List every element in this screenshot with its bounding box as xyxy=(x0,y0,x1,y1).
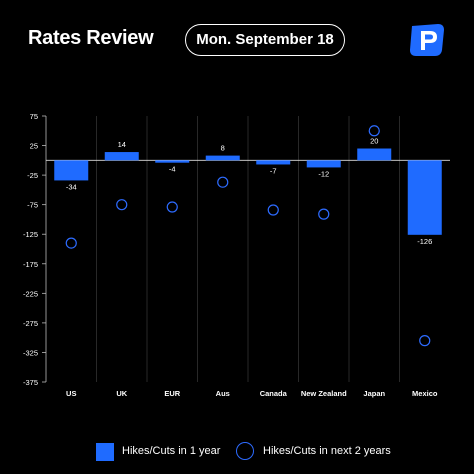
data-label: -34 xyxy=(66,182,77,191)
y-tick-label: -225 xyxy=(23,289,38,298)
y-tick-label: -125 xyxy=(23,230,38,239)
circle-marker xyxy=(419,335,431,347)
data-label: -12 xyxy=(318,169,329,178)
x-tick-label: Japan xyxy=(363,389,385,398)
legend-circle-label: Hikes/Cuts in next 2 years xyxy=(263,445,391,457)
legend-circle-swatch xyxy=(236,442,254,460)
circle-marker xyxy=(166,201,178,213)
y-tick-label: -75 xyxy=(27,201,38,210)
bar xyxy=(357,148,392,161)
rates-chart: 75 25 -25 -75 -125 -175 -225 -275 -325 -375 -34 US 1… xyxy=(23,112,450,398)
x-tick-label: Mexico xyxy=(412,389,438,398)
bar xyxy=(155,160,190,163)
y-tick-label: -175 xyxy=(23,260,38,269)
circle-marker xyxy=(217,176,229,188)
circle-marker xyxy=(318,208,330,220)
x-tick-label: Aus xyxy=(216,389,230,398)
x-tick-label: US xyxy=(66,389,76,398)
data-label: -4 xyxy=(169,165,176,174)
y-tick-label: -375 xyxy=(23,378,38,387)
bar xyxy=(407,160,442,235)
circle-marker xyxy=(65,237,77,249)
bar xyxy=(205,155,240,161)
y-tick-label: -325 xyxy=(23,348,38,357)
x-tick-label: New Zealand xyxy=(301,389,347,398)
bar xyxy=(306,160,341,168)
bar xyxy=(104,152,139,161)
legend-bar-swatch xyxy=(96,443,114,461)
bar xyxy=(54,160,89,181)
circle-marker xyxy=(267,204,279,216)
circle-marker xyxy=(368,125,380,137)
page-title: Rates Review xyxy=(28,27,154,49)
data-label: 20 xyxy=(370,137,378,146)
x-tick-label: Canada xyxy=(260,389,288,398)
date-badge: Mon. September 18 xyxy=(185,24,345,56)
y-tick-label: 25 xyxy=(30,142,38,151)
data-label: 14 xyxy=(118,140,126,149)
legend-bar-label: Hikes/Cuts in 1 year xyxy=(122,445,221,457)
y-tick-label: -25 xyxy=(27,171,38,180)
x-tick-label: UK xyxy=(116,389,127,398)
pepperstone-logo-icon xyxy=(410,24,444,56)
data-label: 8 xyxy=(221,144,225,153)
y-tick-label: -275 xyxy=(23,319,38,328)
data-label: -126 xyxy=(417,237,432,246)
circle-marker xyxy=(116,199,128,211)
data-label: -7 xyxy=(270,166,277,175)
chart-legend: Hikes/Cuts in 1 year Hikes/Cuts in next … xyxy=(0,441,474,465)
bar xyxy=(256,160,291,165)
y-tick-label: 75 xyxy=(30,112,38,121)
x-tick-label: EUR xyxy=(164,389,180,398)
